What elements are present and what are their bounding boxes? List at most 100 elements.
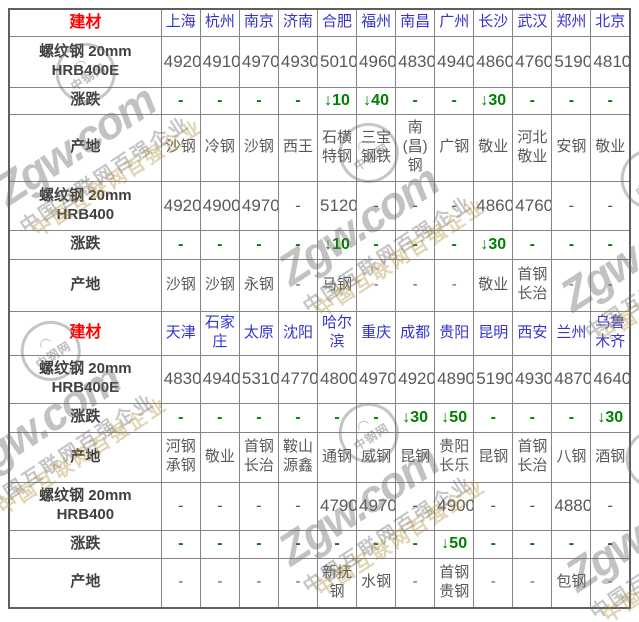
city-header: 兰州	[551, 310, 592, 356]
change-cell: -	[512, 402, 553, 433]
change-cell: -	[434, 86, 475, 115]
material-header: 建材	[8, 310, 162, 356]
change-row: 涨跌 - - - - - - ↓30 ↓50- - - ↓30	[8, 402, 631, 433]
city-header: 广州	[434, 8, 475, 37]
price-cell: 4830	[395, 35, 436, 88]
price-cell: 5010	[316, 35, 358, 88]
origin-cell: -	[434, 258, 475, 312]
origin-cell: -	[199, 557, 240, 609]
origin-cell: 安钢	[551, 113, 592, 182]
change-cell: -	[590, 529, 631, 559]
change-cell: -	[316, 529, 358, 559]
change-cell: -	[590, 86, 631, 115]
city-header: 北京	[590, 8, 631, 37]
origin-cell: 通钢	[316, 431, 358, 483]
price-row: 螺纹钢 20mm HRB400E 4830 4940 5310 4770 4800 4970…	[8, 354, 631, 404]
change-cell: -	[590, 229, 631, 260]
origin-cell: 威钢	[356, 431, 397, 483]
origin-cell: 河北敬业	[512, 113, 553, 182]
origin-cell: 三宝钢铁	[356, 113, 397, 182]
change-cell: -	[512, 229, 553, 260]
origin-cell: 水钢	[356, 557, 397, 609]
change-cell: ↓30	[395, 402, 436, 433]
change-cell: -	[160, 229, 201, 260]
row-label: 螺纹钢 20mm HRB400	[8, 481, 162, 531]
change-row: 涨跌 - - - - ↓10- - - ↓30- - -	[8, 229, 631, 260]
change-cell: ↓30	[590, 402, 631, 433]
price-cell: 4800	[316, 354, 358, 404]
change-cell: -	[395, 86, 436, 115]
price-cell: -	[590, 180, 631, 231]
city-header: 贵阳	[434, 310, 475, 356]
price-cell: 4930	[277, 35, 318, 88]
change-cell: -	[395, 229, 436, 260]
price-cell: -	[238, 481, 279, 531]
price-cell: 4860	[473, 35, 514, 88]
price-cell: -	[395, 481, 436, 531]
row-label: 涨跌	[8, 229, 162, 260]
origin-cell: 广钢	[434, 113, 475, 182]
change-cell: -	[316, 402, 358, 433]
city-header: 成都	[395, 310, 436, 356]
change-cell: -	[512, 529, 553, 559]
origin-cell: 石横特钢	[316, 113, 358, 182]
change-cell: -	[356, 402, 397, 433]
price-cell: -	[160, 481, 201, 531]
change-cell: -	[395, 529, 436, 559]
change-cell: -	[277, 529, 318, 559]
price-cell: 4970	[356, 481, 397, 531]
price-cell: -	[356, 180, 397, 231]
change-cell: -	[238, 229, 279, 260]
origin-cell: -	[277, 258, 318, 312]
price-cell: 4810	[590, 35, 631, 88]
price-cell: 5310	[238, 354, 279, 404]
price-cell: 5120	[316, 180, 358, 231]
change-cell: -	[199, 402, 240, 433]
origin-cell: -	[238, 557, 279, 609]
price-cell: 4920	[395, 354, 436, 404]
city-header: 西安	[512, 310, 553, 356]
change-cell: -	[551, 229, 592, 260]
origin-cell: 敬业	[199, 431, 240, 483]
origin-cell: 酒钢	[590, 431, 631, 483]
price-cell: 4970	[238, 35, 279, 88]
change-cell: -	[199, 229, 240, 260]
row-label: 涨跌	[8, 529, 162, 559]
price-row: 螺纹钢 20mm HRB400E 4920 4910 4970 4930 5010 4960…	[8, 35, 631, 88]
origin-cell: 沙钢	[160, 113, 201, 182]
row-label: 产地	[8, 431, 162, 483]
origin-cell: 昆钢	[395, 431, 436, 483]
logo-text: 中钢网	[633, 166, 639, 200]
price-cell: 4940	[199, 354, 240, 404]
price-cell: 4790	[316, 481, 358, 531]
origin-cell: 敬业	[473, 258, 514, 312]
change-cell: -	[434, 229, 475, 260]
origin-cell: 沙钢	[238, 113, 279, 182]
origin-cell: 八钢	[551, 431, 592, 483]
price-cell: 4860	[473, 180, 514, 231]
price-cell: -	[434, 180, 475, 231]
origin-cell: -	[551, 258, 592, 312]
price-cell: 4920	[160, 180, 201, 231]
price-cell: 5190	[473, 354, 514, 404]
origin-cell: -	[512, 557, 553, 609]
change-cell: -	[238, 402, 279, 433]
change-cell: -	[551, 529, 592, 559]
price-cell: -	[590, 481, 631, 531]
city-header: 上海	[160, 8, 201, 37]
city-header: 石家庄	[199, 310, 240, 356]
price-cell: 5190	[551, 35, 592, 88]
change-cell: ↓30	[473, 229, 514, 260]
origin-cell: 新抚钢	[316, 557, 358, 609]
price-cell: 4970	[356, 354, 397, 404]
price-cell: -	[277, 180, 318, 231]
price-table-body: 建材 上海 杭州 南京 济南 合肥 福州 南昌 广州 长沙 武汉 郑州 北京 螺纹钢 20mm HRB40…	[8, 8, 631, 609]
origin-cell: 首钢长治	[512, 258, 553, 312]
change-cell: -	[277, 402, 318, 433]
origin-cell: 敬业	[590, 113, 631, 182]
price-cell: -	[551, 180, 592, 231]
origin-row: 产地 沙钢 沙钢 永钢 - 马钢 - - - 敬业 首钢长治 - -	[8, 258, 631, 312]
row-label: 产地	[8, 557, 162, 609]
origin-cell: 敬业	[473, 113, 514, 182]
origin-cell: -	[590, 258, 631, 312]
